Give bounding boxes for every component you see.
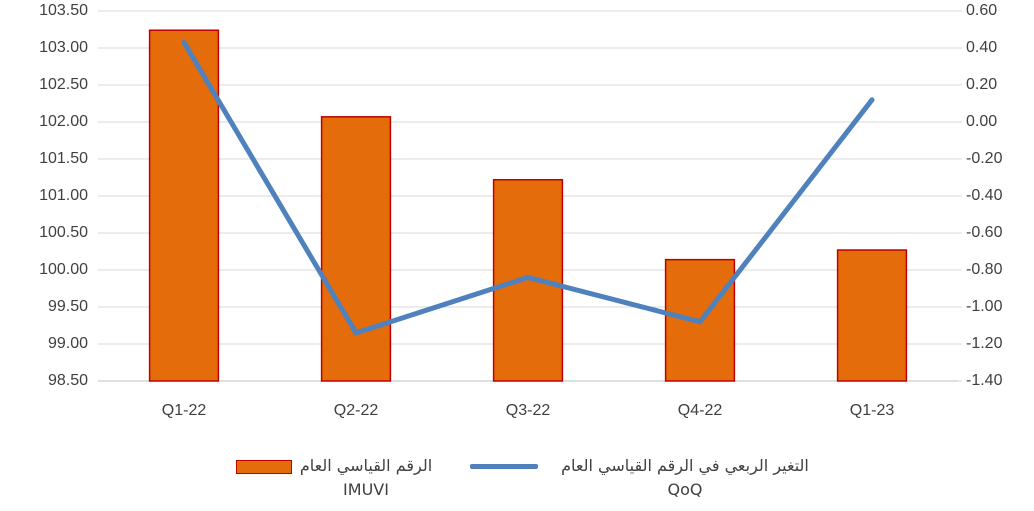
legend-marker [470, 464, 538, 469]
y2-tick-label: -0.60 [966, 224, 1003, 241]
y2-tick-label: 0.60 [966, 2, 997, 19]
y2-tick-label: -0.80 [966, 261, 1003, 278]
y-tick-label: 101.00 [39, 187, 88, 204]
x-tick-label: Q2-22 [334, 402, 379, 419]
y-tick-label: 101.50 [39, 150, 88, 167]
legend-marker [236, 460, 292, 474]
line [181, 39, 875, 336]
y-tick-label: 102.00 [39, 113, 88, 130]
y-tick-label: 98.50 [48, 372, 88, 389]
x-tick-label: Q4-22 [678, 402, 723, 419]
chart: 98.50 99.00 99.50 100.00 100.50 101.00 101.50 1… [39, 2, 1003, 419]
legend-label: التغير الربعي في الرقم القياسي العام QoQ [561, 456, 809, 499]
legend-label: الرقم القياسي العام IMUVI [299, 456, 433, 499]
y2-tick-label: -0.40 [966, 187, 1003, 204]
y-tick-label: 99.00 [48, 335, 88, 352]
bar [148, 29, 220, 382]
bar [836, 249, 908, 382]
y2-tick-label: 0.40 [966, 39, 997, 56]
y2-tick-label: -1.20 [966, 335, 1003, 352]
y-tick-label: 103.50 [39, 2, 88, 19]
y-tick-label: 100.00 [39, 261, 88, 278]
y-tick-label: 100.50 [39, 224, 88, 241]
y2-tick-label: -0.20 [966, 150, 1003, 167]
y2-tick-label: -1.00 [966, 298, 1003, 315]
y-tick-label: 99.50 [48, 298, 88, 315]
bar [492, 178, 564, 382]
y2-tick-label: 0.20 [966, 76, 997, 93]
y2-tick-label: -1.40 [966, 372, 1003, 389]
x-tick-label: Q3-22 [506, 402, 551, 419]
x-tick-label: Q1-23 [850, 402, 895, 419]
y-tick-label: 102.50 [39, 76, 88, 93]
x-tick-label: Q1-22 [162, 402, 207, 419]
y2-tick-label: 0.00 [966, 113, 997, 130]
y-tick-label: 103.00 [39, 39, 88, 56]
bar [320, 116, 392, 382]
